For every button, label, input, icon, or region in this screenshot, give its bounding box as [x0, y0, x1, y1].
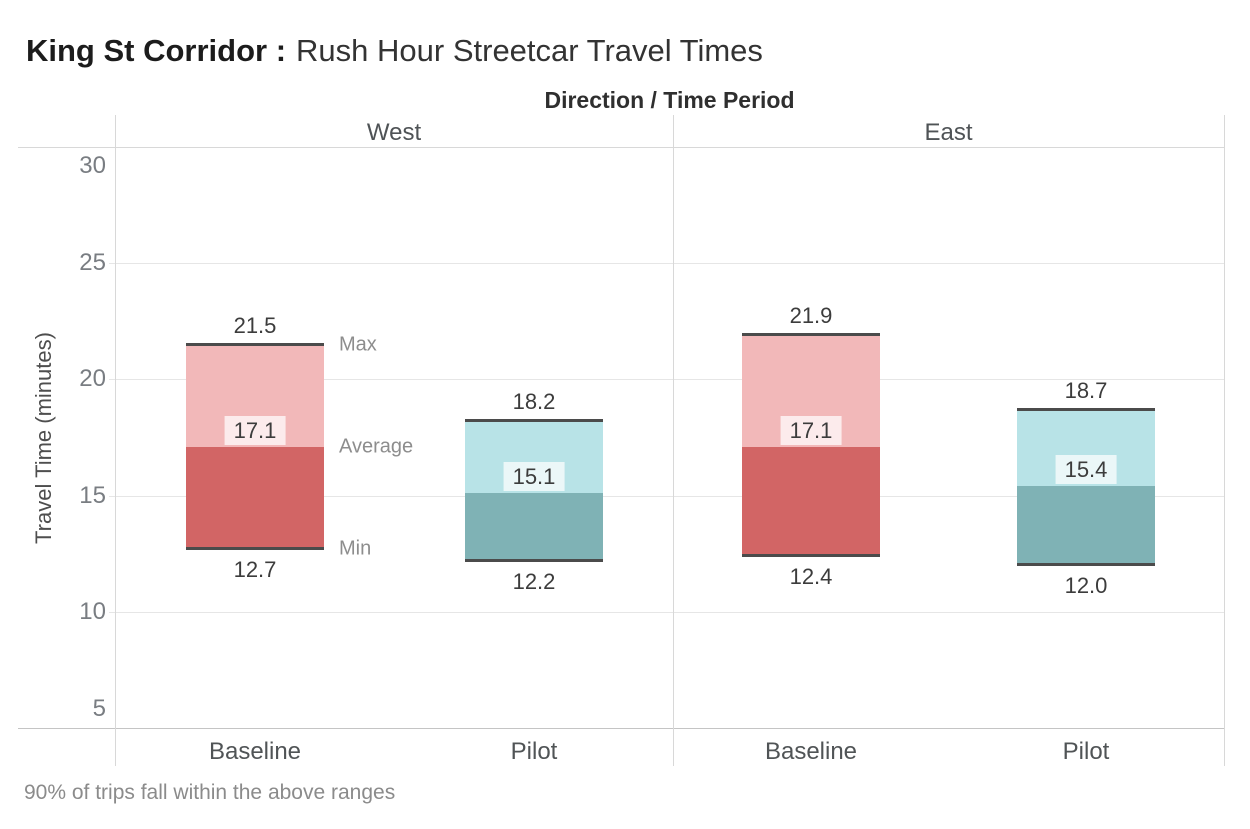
bar-west-baseline-min-line: [186, 547, 324, 551]
avg-value-label: 15.1: [503, 462, 565, 491]
caption: 90% of trips fall within the above range…: [24, 781, 396, 804]
column-field-label: Direction / Time Period: [544, 87, 795, 113]
annotation-avg: Average: [339, 435, 414, 458]
gridline: [109, 496, 1224, 497]
annotation-max: Max: [339, 333, 377, 356]
y-tick-label: 20: [79, 365, 106, 392]
gridline: [109, 612, 1224, 613]
chart-title-regular: Rush Hour Streetcar Travel Times: [296, 33, 763, 68]
max-value-label: 21.5: [233, 313, 277, 338]
gridline: [109, 263, 1224, 264]
y-tick-label: 5: [92, 695, 106, 722]
x-axis-label-baseline[interactable]: Baseline: [764, 738, 858, 765]
panel-header-west[interactable]: West: [366, 119, 422, 146]
plot-top-border: [18, 147, 1224, 148]
min-value-label: 12.2: [512, 569, 556, 594]
x-axis-line: [18, 728, 1224, 729]
max-value-label: 21.9: [789, 303, 833, 328]
avg-value-label: 17.1: [224, 416, 286, 445]
y-tick-label: 25: [79, 249, 106, 276]
avg-value-label: 17.1: [780, 416, 842, 445]
gridline: [109, 379, 1224, 380]
y-tick-label: 10: [79, 598, 106, 625]
bar-west-pilot-min-line: [465, 558, 603, 562]
bar-west-pilot-lower-segment[interactable]: [465, 493, 603, 561]
bar-east-baseline-lower-segment[interactable]: [742, 446, 880, 556]
bar-east-pilot-min-line: [1017, 563, 1155, 567]
min-value-label: 12.4: [789, 564, 833, 589]
bar-west-baseline-max-line: [186, 342, 324, 346]
x-axis-label-pilot[interactable]: Pilot: [1062, 738, 1110, 765]
plot-right-border: [1224, 115, 1225, 766]
bar-west-pilot-max-line: [465, 419, 603, 423]
y-tick-label: 30: [79, 152, 106, 179]
bar-east-baseline-max-line: [742, 333, 880, 337]
panel-divider: [673, 115, 674, 766]
annotation-min: Min: [339, 537, 372, 560]
bar-east-baseline-min-line: [742, 554, 880, 558]
y-axis-line: [115, 115, 116, 766]
x-axis-label-pilot[interactable]: Pilot: [510, 738, 558, 765]
y-tick-label: 15: [79, 482, 106, 509]
x-axis-label-baseline[interactable]: Baseline: [208, 738, 302, 765]
bar-west-baseline-lower-segment[interactable]: [186, 446, 324, 550]
chart-title-bold: King St Corridor :: [26, 33, 287, 68]
max-value-label: 18.7: [1064, 378, 1108, 403]
min-value-label: 12.0: [1064, 573, 1108, 598]
chart-title: King St Corridor : Rush Hour Streetcar Tr…: [26, 33, 763, 69]
panel-header-east[interactable]: East: [924, 119, 973, 146]
min-value-label: 12.7: [233, 557, 277, 582]
bar-east-pilot-lower-segment[interactable]: [1017, 486, 1155, 566]
max-value-label: 18.2: [512, 389, 556, 414]
avg-value-label: 15.4: [1055, 455, 1117, 484]
bar-east-pilot-max-line: [1017, 407, 1155, 411]
